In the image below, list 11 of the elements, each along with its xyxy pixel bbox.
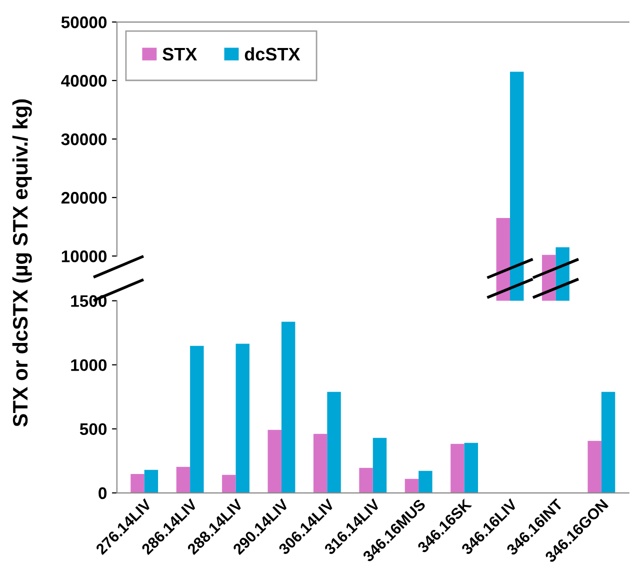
y-tick-label: 10000 [62, 250, 107, 262]
legend-label: dcSTX [244, 47, 300, 61]
y-tick-label: 0 [98, 487, 107, 500]
y-tick-label: 500 [80, 423, 107, 436]
y-tick-label: 50000 [61, 16, 107, 28]
y-tick-label: 40000 [61, 74, 107, 87]
y-tick-label: 30000 [61, 133, 107, 146]
y-axis-title: STX or dcSTX (µg STX equiv./ kg) [12, 99, 32, 427]
legend-label: STX [162, 48, 198, 61]
y-tick-label: 20000 [61, 192, 107, 204]
y-tick-label: 1000 [71, 359, 107, 372]
